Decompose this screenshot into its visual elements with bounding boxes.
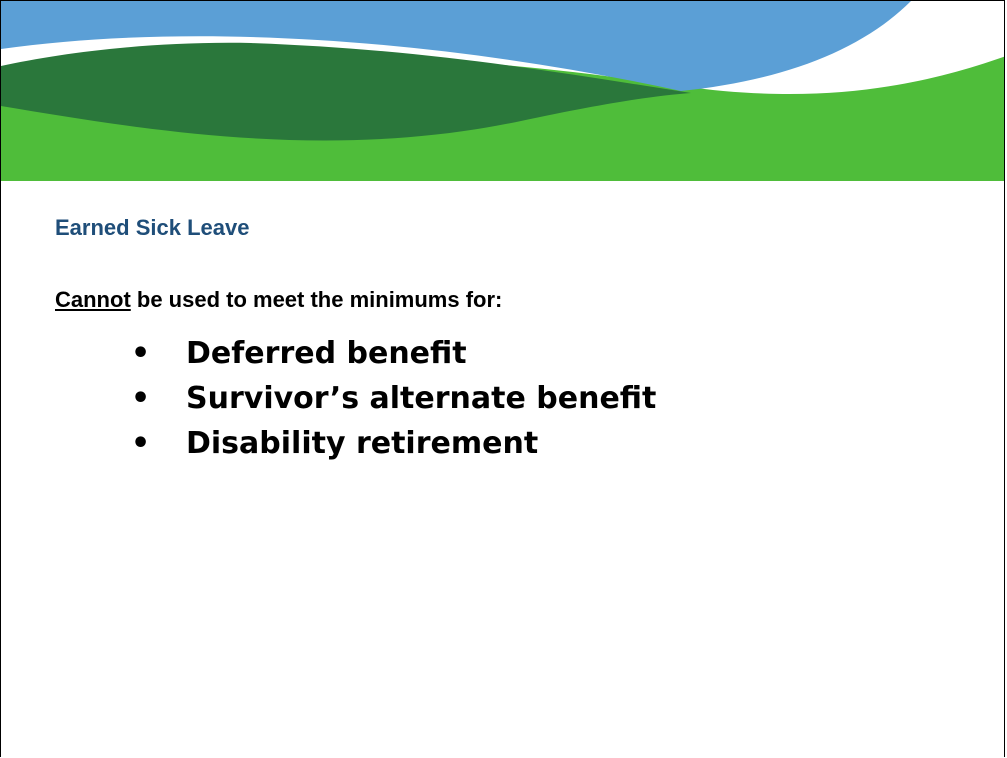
bullet-item: Survivor’s alternate benefit: [131, 376, 656, 421]
header-banner: [1, 1, 1004, 181]
bullet-item: Disability retirement: [131, 421, 656, 466]
lead-text: Cannot be used to meet the minimums for:: [55, 287, 502, 313]
blue-wave: [1, 1, 911, 91]
bullet-item: Deferred benefit: [131, 331, 656, 376]
lead-rest: be used to meet the minimums for:: [130, 287, 503, 312]
dark-green-wave: [1, 42, 691, 141]
emphasis: Cannot: [55, 287, 131, 312]
slide-title: Earned Sick Leave: [55, 215, 250, 240]
bullet-list: Deferred benefitSurvivor’s alternate ben…: [131, 331, 656, 466]
